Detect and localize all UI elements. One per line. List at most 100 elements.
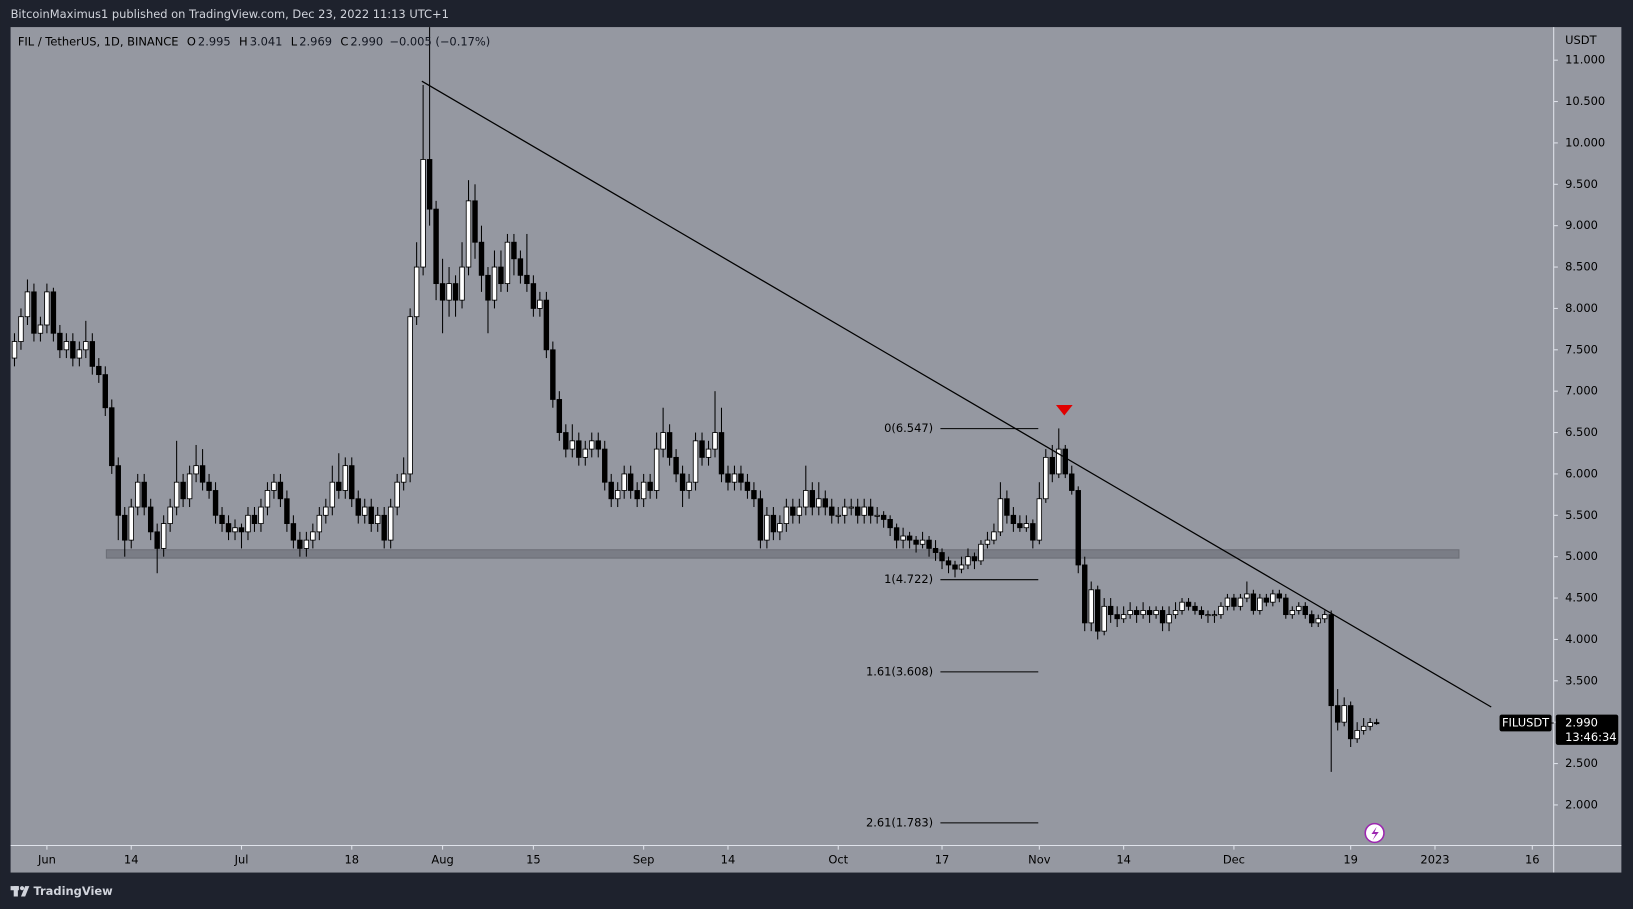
candle-body: [712, 432, 718, 450]
candle-body: [556, 399, 563, 433]
candle-body: [1218, 605, 1224, 616]
y-tick-label: 6.500: [1565, 425, 1598, 439]
candle-body: [310, 531, 316, 541]
candle-body: [602, 448, 608, 483]
candle-body: [991, 531, 997, 541]
candle-body: [186, 473, 193, 500]
candle-body: [1088, 589, 1094, 624]
candle-body: [1153, 610, 1159, 616]
candle-body: [238, 527, 245, 533]
candle-body: [44, 291, 50, 326]
candle-body: [945, 560, 952, 566]
candle-body: [705, 448, 712, 458]
symbol-tag: FILUSDT: [1502, 716, 1550, 730]
candle-body: [550, 349, 556, 400]
candle-body: [666, 432, 673, 458]
candle-body: [517, 258, 524, 276]
candle-body: [913, 539, 919, 545]
candle-body: [1192, 605, 1198, 611]
candle-body: [1056, 448, 1062, 475]
candle-body: [290, 523, 297, 541]
candle-body: [18, 316, 24, 342]
candle-body: [893, 527, 900, 541]
plot-area: [10, 27, 1622, 873]
candle-body: [783, 506, 790, 524]
candle-body: [900, 535, 906, 541]
candle-body: [524, 274, 530, 285]
candle-body: [135, 481, 141, 508]
candle-body: [160, 523, 167, 549]
y-tick-label: 5.500: [1565, 508, 1598, 522]
fib-label: 1(4.722): [884, 572, 933, 586]
candle-body: [1075, 490, 1081, 566]
candle-body: [154, 531, 160, 549]
candle-body: [1082, 564, 1088, 624]
candle-body: [232, 527, 238, 533]
candle-body: [472, 200, 478, 243]
candle-body: [511, 241, 517, 260]
symbol-tag-bg: [1499, 714, 1552, 732]
candle-body: [173, 481, 180, 508]
candle-body: [1036, 498, 1043, 541]
candle-body: [971, 556, 978, 562]
candle-body: [1341, 705, 1347, 723]
candle-body: [1289, 610, 1296, 616]
candle-body: [615, 490, 621, 500]
candle-body: [1049, 456, 1056, 475]
candle-body: [96, 365, 102, 376]
legend-value: 2.995: [198, 34, 231, 48]
candle-body: [63, 341, 70, 351]
candle-body: [199, 465, 206, 483]
candle-body: [1296, 605, 1302, 611]
candle-body: [576, 440, 582, 458]
candle-body: [147, 506, 154, 533]
candle-body: [141, 481, 147, 508]
candle-body: [744, 481, 751, 491]
candle-body: [433, 208, 439, 285]
candle-body: [407, 316, 413, 475]
fib-label: 2.61(1.783): [866, 815, 933, 829]
x-tick-label: Oct: [828, 853, 848, 867]
candle-body: [349, 465, 355, 500]
candle-body: [1354, 730, 1360, 740]
x-tick-label: Nov: [1028, 853, 1051, 867]
x-tick-label: 14: [721, 853, 736, 867]
x-tick-label: Jul: [234, 853, 249, 867]
x-tick-label: 14: [124, 853, 139, 867]
candle-body: [1107, 605, 1114, 616]
candle-body: [1023, 523, 1030, 529]
x-tick-label: 15: [526, 853, 541, 867]
candle-body: [122, 514, 128, 541]
candle-body: [984, 539, 991, 545]
candle-body: [193, 465, 199, 475]
x-tick-label: 2023: [1420, 853, 1449, 867]
candle-body: [1334, 705, 1341, 723]
candle-body: [1250, 593, 1257, 611]
candle-body: [504, 241, 511, 285]
candle-body: [621, 473, 627, 491]
candle-body: [939, 552, 945, 562]
candle-body: [1257, 597, 1263, 611]
candle-body: [206, 481, 212, 491]
candle-body: [978, 543, 984, 562]
candle-body: [323, 506, 329, 516]
event-icon-bolt: [1371, 826, 1379, 841]
candle-body: [679, 473, 686, 491]
candle-body: [478, 241, 485, 276]
candle-body: [1237, 597, 1244, 607]
candle-body: [1315, 618, 1321, 624]
legend-change: −0.005 (−0.17%): [389, 34, 490, 48]
y-tick-label: 9.000: [1565, 218, 1598, 232]
candle-body: [368, 506, 374, 524]
candle-body: [57, 332, 63, 351]
candle-body: [634, 490, 640, 500]
candle-body: [1185, 601, 1192, 607]
candle-body: [842, 506, 848, 516]
candle-body: [115, 465, 121, 516]
candle-body: [1127, 610, 1133, 616]
candle-body: [816, 498, 822, 508]
legend-key: H: [239, 34, 248, 48]
candle-body: [446, 283, 452, 301]
candle-body: [952, 564, 958, 570]
candle-body: [809, 490, 816, 508]
